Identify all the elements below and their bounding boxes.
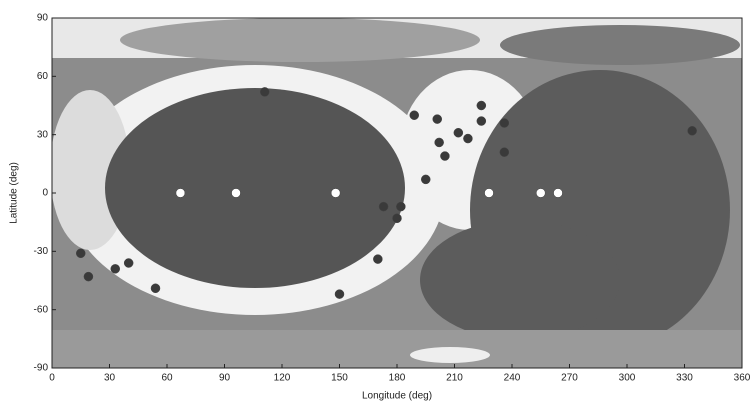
- y-tick-label: 0: [42, 188, 48, 199]
- y-axis-label: Latitude (deg): [9, 162, 20, 224]
- data-point: [379, 202, 388, 211]
- data-point: [536, 189, 545, 198]
- data-point: [331, 189, 340, 198]
- x-tick-label: 30: [104, 373, 116, 384]
- x-axis-label: Longitude (deg): [362, 391, 432, 402]
- data-point: [111, 264, 120, 273]
- x-tick-label: 120: [274, 373, 291, 384]
- data-point: [454, 128, 463, 137]
- data-point: [396, 202, 405, 211]
- y-tick-label: 90: [37, 13, 49, 24]
- data-point: [554, 189, 563, 198]
- x-tick-label: 0: [49, 373, 55, 384]
- x-tick-label: 60: [161, 373, 173, 384]
- x-tick-label: 180: [389, 373, 406, 384]
- data-point: [335, 290, 344, 299]
- data-point: [373, 255, 382, 264]
- x-tick-label: 210: [446, 373, 463, 384]
- data-point: [410, 111, 419, 120]
- data-point: [421, 175, 430, 184]
- data-point: [688, 126, 697, 135]
- data-point: [176, 189, 185, 198]
- data-point: [151, 284, 160, 293]
- data-point: [485, 189, 494, 198]
- x-tick-label: 270: [561, 373, 578, 384]
- y-tick-label: 60: [37, 71, 49, 82]
- data-point: [477, 101, 486, 110]
- data-point: [232, 189, 241, 198]
- data-point: [477, 117, 486, 126]
- data-point: [440, 152, 449, 161]
- data-point: [500, 148, 509, 157]
- data-point: [435, 138, 444, 147]
- x-tick-label: 300: [619, 373, 636, 384]
- data-point: [393, 214, 402, 223]
- x-tick-label: 90: [219, 373, 231, 384]
- x-tick-label: 360: [734, 373, 751, 384]
- map-background: [50, 18, 742, 368]
- x-tick-label: 150: [331, 373, 348, 384]
- x-tick-label: 240: [504, 373, 521, 384]
- chart: Longitude (deg) Latitude (deg) 0 30 60 90 12…: [0, 0, 752, 405]
- data-point: [76, 249, 85, 258]
- data-point: [84, 272, 93, 281]
- y-tick-label: -30: [34, 246, 49, 257]
- x-tick-label: 330: [676, 373, 693, 384]
- y-tick-label: -60: [34, 304, 49, 315]
- y-tick-label: -90: [34, 363, 49, 374]
- data-point: [260, 87, 269, 96]
- data-point: [463, 134, 472, 143]
- data-point: [124, 259, 133, 268]
- data-point: [433, 115, 442, 124]
- y-tick-label: 30: [37, 129, 49, 140]
- data-point: [500, 119, 509, 128]
